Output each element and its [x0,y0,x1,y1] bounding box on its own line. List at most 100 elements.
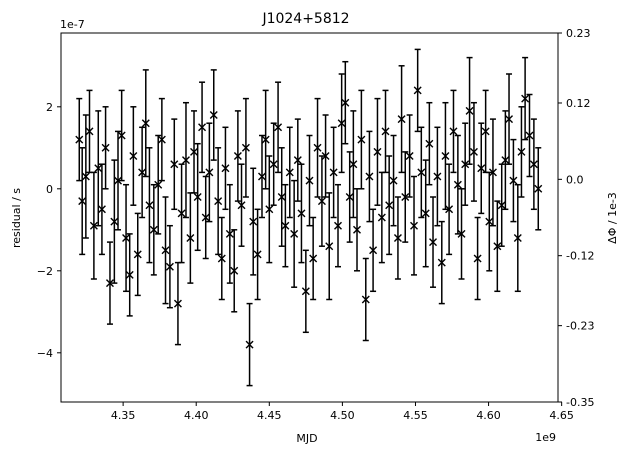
data-point [425,139,434,148]
y2-axis-ticks: -0.35 -0.23 -0.12 0.0 0.12 0.23 [558,27,594,409]
data-point [317,197,326,206]
data-point [241,143,250,152]
data-point [413,86,422,95]
data-point [325,242,334,251]
data-point [297,209,306,218]
data-point [190,147,199,156]
data-point [170,160,179,169]
data-point [165,262,174,271]
y2-tick-label: -0.23 [566,320,594,333]
data-point [389,176,398,185]
data-point [305,176,314,185]
y-tick-label: 2 [46,101,53,114]
data-point [245,340,254,349]
data-point [341,98,350,107]
data-point [345,193,354,201]
data-point [114,176,123,185]
data-point [529,160,538,169]
x-tick-label: 4.55 [403,409,428,422]
data-point [94,164,103,173]
y2-tick-label: 0.12 [566,97,591,110]
data-point [397,115,406,124]
data-point [138,168,147,177]
data-point [534,184,543,193]
data-point [110,217,119,226]
plot-frame [60,32,559,403]
data-point [75,135,84,144]
data-point [401,193,410,201]
y-tick-label: 0 [46,183,53,196]
y-offset-label: 1e-7 [60,18,85,31]
data-point [417,168,426,177]
x-tick-label: 4.65 [549,409,574,422]
data-point [154,180,163,189]
data-point [193,193,202,201]
y2-tick-label: 0.0 [566,173,584,186]
data-point [410,221,419,230]
data-point [353,225,362,234]
data-point [277,193,286,201]
data-point [133,250,142,259]
data-point [329,168,338,177]
data-point [85,127,94,136]
data-point [225,229,234,238]
data-point [521,94,530,103]
data-point [525,131,534,140]
data-point [301,287,310,296]
data-point [145,201,154,210]
data-point [505,115,514,124]
data-point [290,229,299,238]
data-point [469,147,478,156]
data-point [201,213,210,222]
data-point [149,225,158,234]
data-point [285,168,294,177]
x-tick-label: 4.50 [330,409,355,422]
data-point [509,176,518,185]
data-point [501,156,510,165]
y-tick-label: −2 [37,265,53,278]
data-point [257,172,266,181]
y-axis-label: residual / s [10,188,23,248]
data-markers [75,86,543,349]
data-point [377,213,386,222]
data-point [237,201,246,210]
x-tick-label: 4.45 [257,409,282,422]
data-point [129,152,138,160]
y2-axis-label: ΔΦ / 1e-3 [606,192,619,244]
data-point [205,168,214,177]
x-tick-label: 4.60 [476,409,501,422]
data-point [249,217,258,226]
data-point [465,106,474,115]
data-point [157,135,166,144]
y2-tick-label: 0.23 [566,27,591,40]
data-point [214,197,223,206]
data-point [105,279,114,288]
data-point [473,254,482,263]
data-point [493,242,502,251]
data-point [101,143,110,152]
data-point [261,135,270,144]
data-point [209,111,218,119]
data-point [117,131,126,140]
x-tick-label: 4.35 [111,409,136,422]
data-point [369,246,378,255]
chart-title: J1024+5812 [261,11,349,27]
data-point [361,295,370,304]
data-point [349,160,358,169]
data-point [198,123,207,132]
x-tick-label: 4.40 [184,409,209,422]
data-point [269,160,278,169]
data-point [221,164,230,173]
data-point [365,172,374,181]
data-point [309,254,318,263]
data-point [186,234,195,242]
data-point [177,209,186,218]
data-point [233,152,242,160]
data-point [517,147,526,156]
data-point [449,127,458,136]
x-offset-label: 1e9 [535,431,556,444]
data-point [181,156,190,165]
y2-tick-label: -0.12 [566,250,594,263]
